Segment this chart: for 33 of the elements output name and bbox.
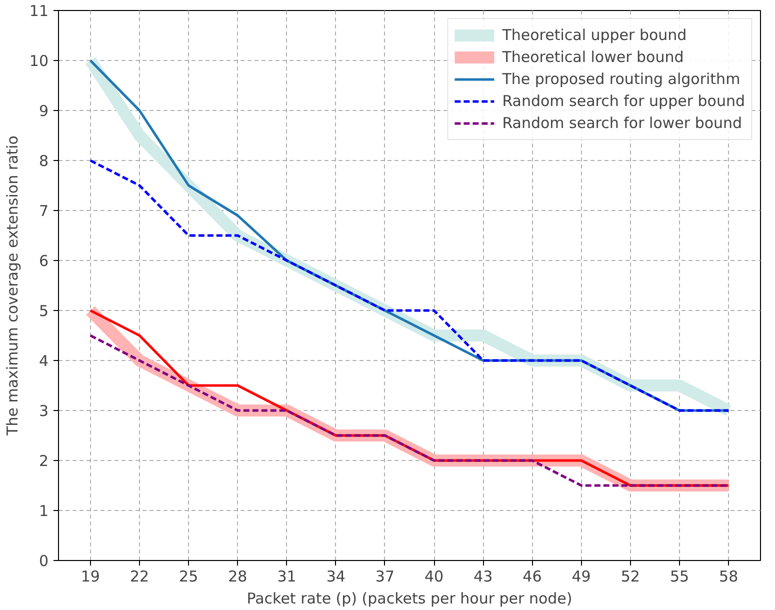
y-tick-label: 5 [38, 302, 49, 320]
y-tick-label: 3 [38, 402, 49, 420]
y-tick-label: 6 [38, 252, 49, 270]
y-tick-label: 11 [29, 2, 49, 20]
x-axis-title: Packet rate (p) (packets per hour per node) [246, 590, 572, 608]
x-tick-label: 43 [474, 568, 493, 586]
y-tick-label: 1 [38, 502, 49, 520]
y-tick-label: 4 [38, 352, 49, 370]
x-tick-label: 22 [130, 568, 150, 586]
legend-label: Theoretical upper bound [502, 26, 687, 44]
x-tick-label: 40 [424, 568, 444, 586]
x-tick-label: 37 [375, 568, 395, 586]
x-tick-label: 19 [80, 568, 100, 586]
x-tick-label: 28 [228, 568, 248, 586]
y-axis-title: The maximum coverage extension ratio [3, 136, 22, 436]
x-tick-label: 46 [522, 568, 542, 586]
x-tick-label: 25 [179, 568, 198, 586]
y-tick-label: 0 [38, 552, 49, 570]
x-tick-label: 55 [670, 568, 690, 586]
legend-label: Random search for lower bound [502, 114, 742, 132]
y-tick-label: 9 [38, 102, 49, 120]
y-tick-label: 7 [38, 202, 49, 220]
y-tick-label: 2 [38, 452, 49, 470]
x-tick-label: 34 [326, 568, 346, 586]
x-tick-label: 58 [719, 568, 738, 586]
x-tick-label: 49 [572, 568, 591, 586]
x-tick-label: 52 [620, 568, 640, 586]
legend-label: Theoretical lower bound [502, 48, 684, 66]
y-tick-label: 8 [38, 152, 49, 170]
legend-label: Random search for upper bound [502, 92, 745, 110]
x-tick-label: 31 [277, 568, 296, 586]
legend-label: The proposed routing algorithm [502, 70, 740, 88]
y-tick-label: 10 [29, 52, 49, 70]
